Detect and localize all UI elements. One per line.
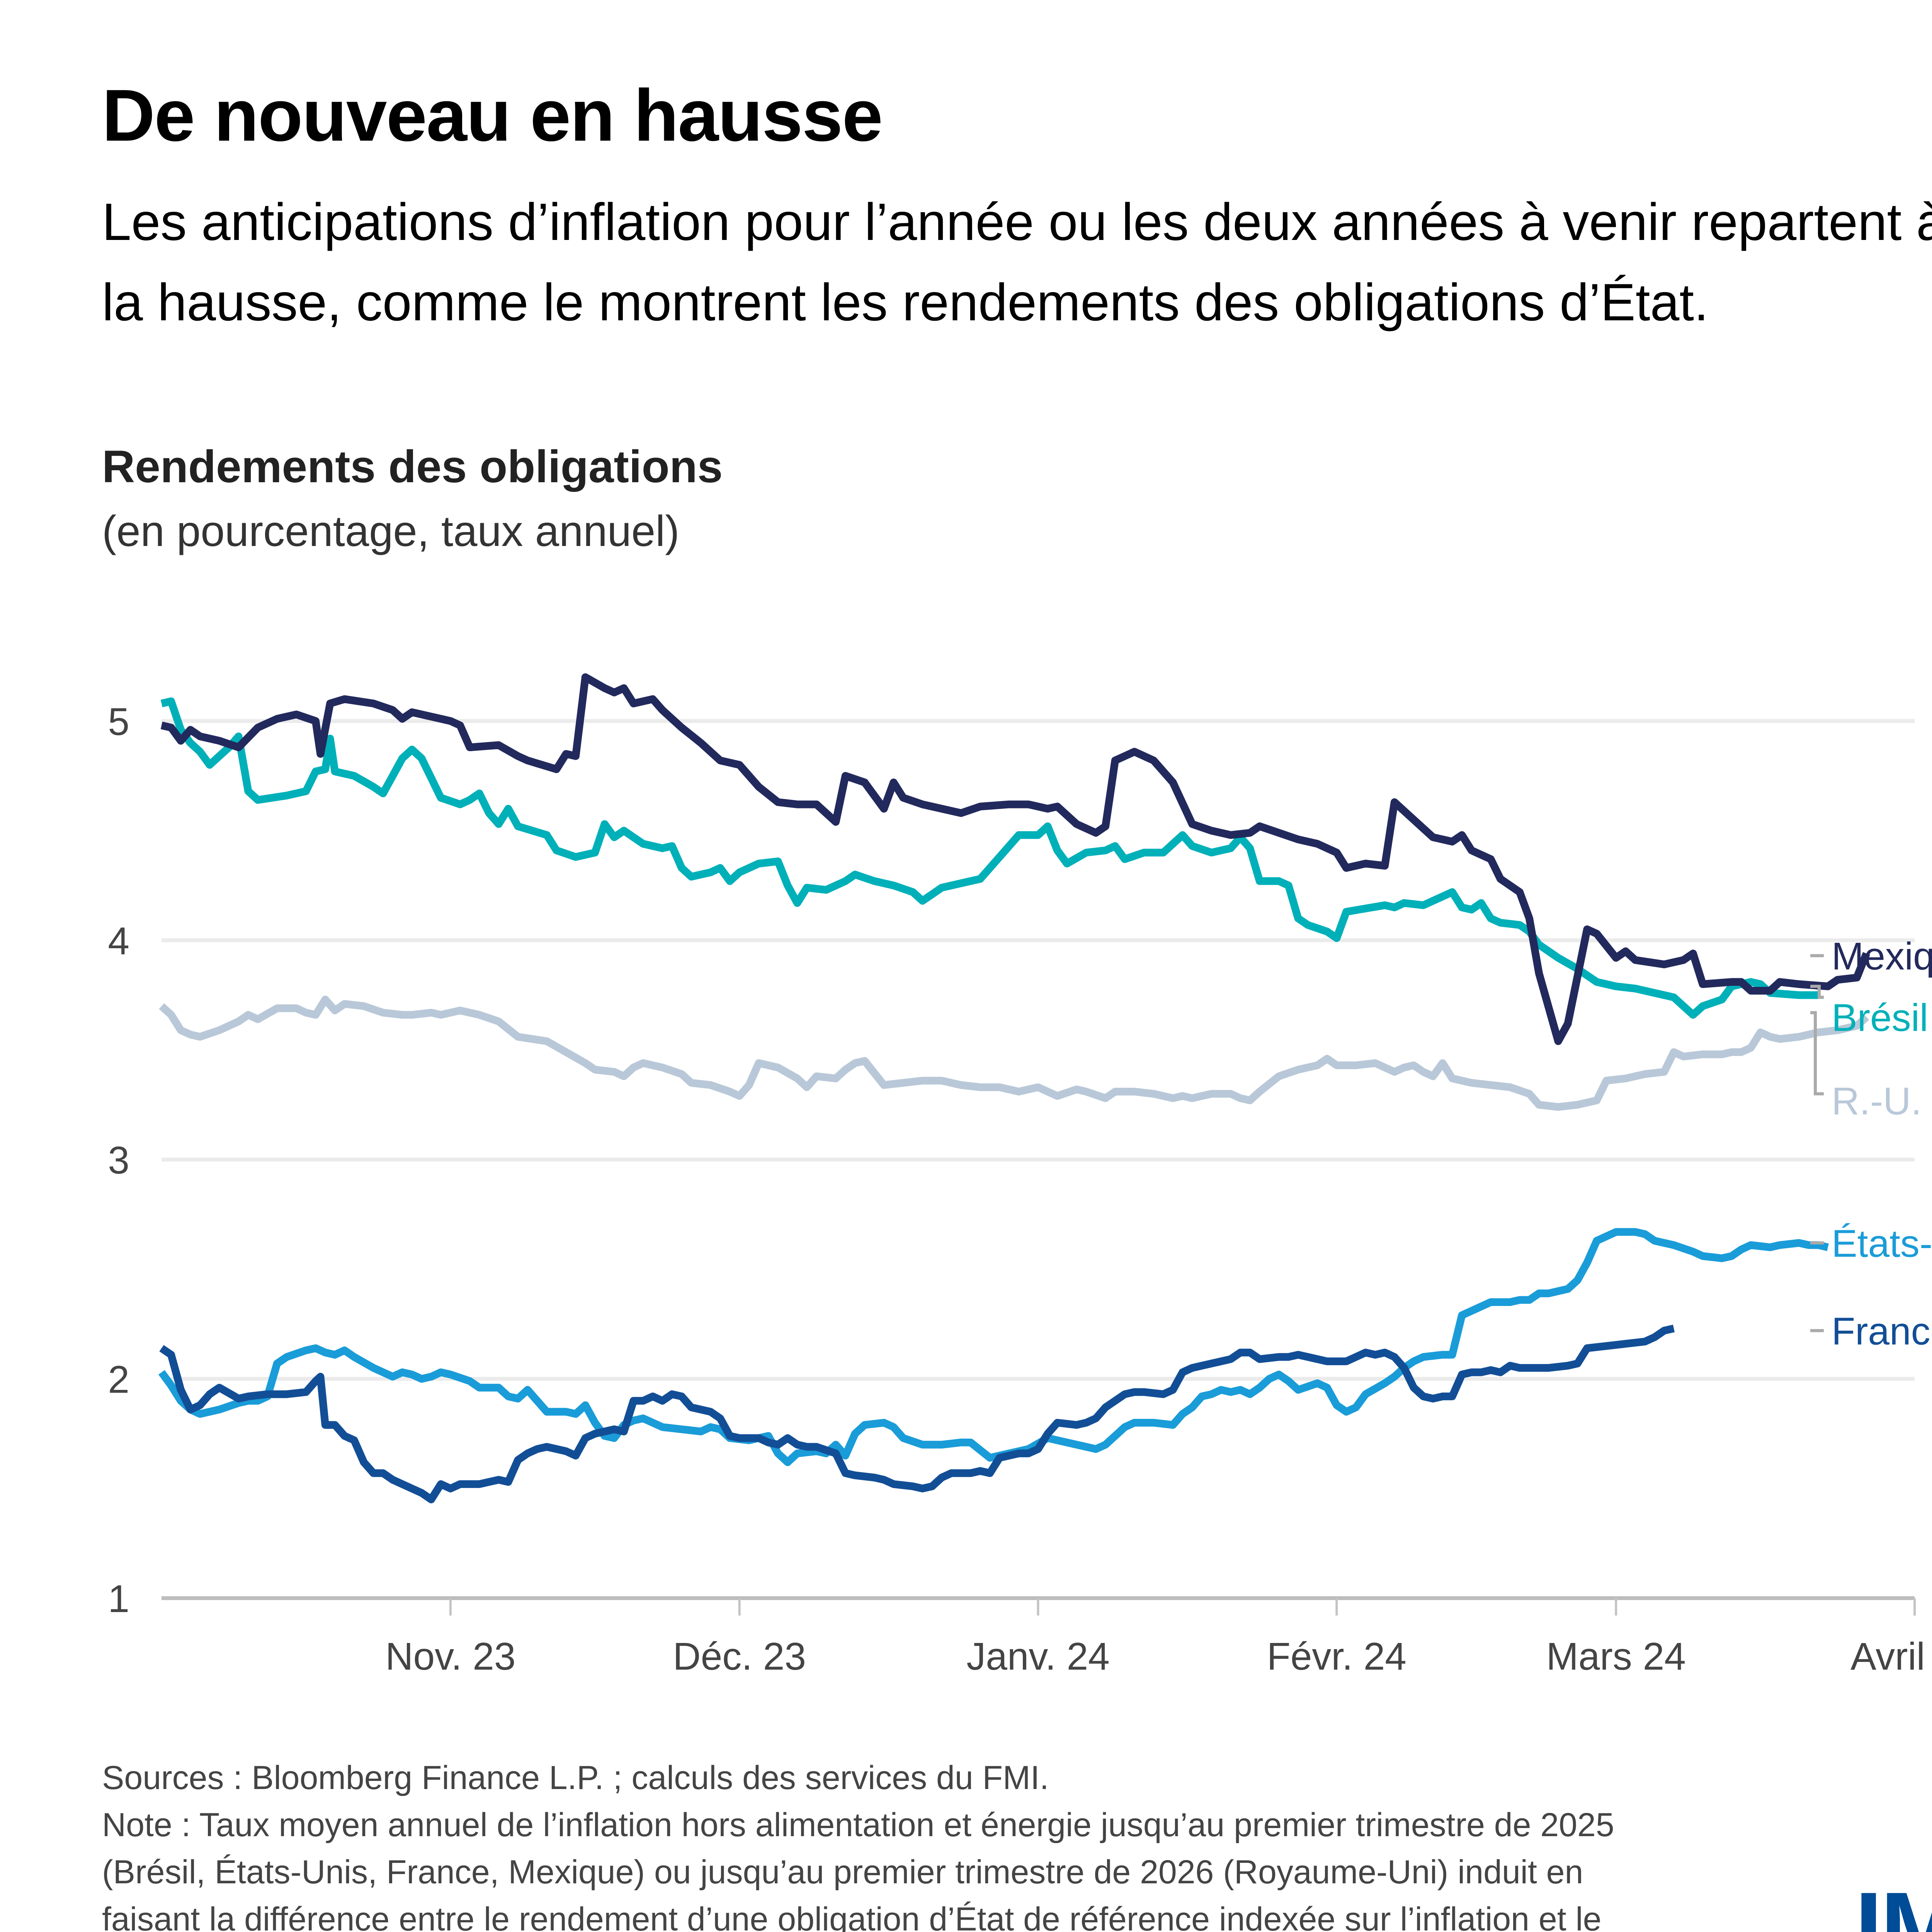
x-tick-label: Févr. 24 [1267, 1635, 1406, 1678]
x-tick-label: Janv. 24 [966, 1635, 1110, 1678]
y-tick-label: 4 [108, 920, 129, 963]
axes: 1 2 3 4 5 Nov. 23 Déc. 23 Janv. 24 Févr. 24 Mars … [108, 700, 1932, 1678]
series-line-france [159, 1325, 1675, 1503]
series-lines [158, 673, 1870, 1503]
x-tick-label: Avril 24 [1850, 1635, 1932, 1678]
imf-logo: IMF [1855, 1872, 1932, 1932]
x-tick-label: Mars 24 [1546, 1635, 1686, 1678]
y-tick-label: 2 [108, 1358, 129, 1401]
note-text: Note : Taux moyen annuel de l’inflation … [102, 1806, 1614, 1932]
series-line-mexique [160, 673, 1870, 1045]
series-label-etats_unis: États-Unis [1832, 1222, 1932, 1265]
page-subtitle: Les anticipations d’inflation pour l’ann… [102, 192, 1932, 332]
series-labels: Mexique Brésil R.-U. États-Unis France [1810, 935, 1932, 1353]
x-tick-label: Déc. 23 [673, 1635, 806, 1678]
y-tick-label: 1 [108, 1577, 129, 1621]
footer-notes: Sources : Bloomberg Finance L.P. ; calcu… [102, 1754, 1686, 1932]
y-tick-label: 5 [108, 700, 129, 743]
series-label-mexique: Mexique [1832, 935, 1932, 978]
series-label-bresil: Brésil [1832, 996, 1928, 1039]
y-tick-label: 3 [108, 1139, 129, 1182]
series-line-brsil [160, 697, 1818, 1019]
series-line-tatsunis [158, 1228, 1829, 1466]
chart-title: Rendements des obligations [102, 441, 723, 492]
series-label-ru: R.-U. [1832, 1080, 1922, 1123]
label-leader [1810, 985, 1824, 999]
x-tick-label: Nov. 23 [385, 1635, 515, 1678]
series-label-france: France [1832, 1310, 1932, 1353]
gridlines [162, 719, 1915, 1381]
page-title: De nouveau en hausse [102, 75, 883, 156]
chart-units: (en pourcentage, taux annuel) [102, 507, 680, 555]
series-line-ru [159, 995, 1869, 1111]
sources-text: Sources : Bloomberg Finance L.P. ; calcu… [102, 1759, 1049, 1796]
label-leader [1810, 1011, 1824, 1095]
